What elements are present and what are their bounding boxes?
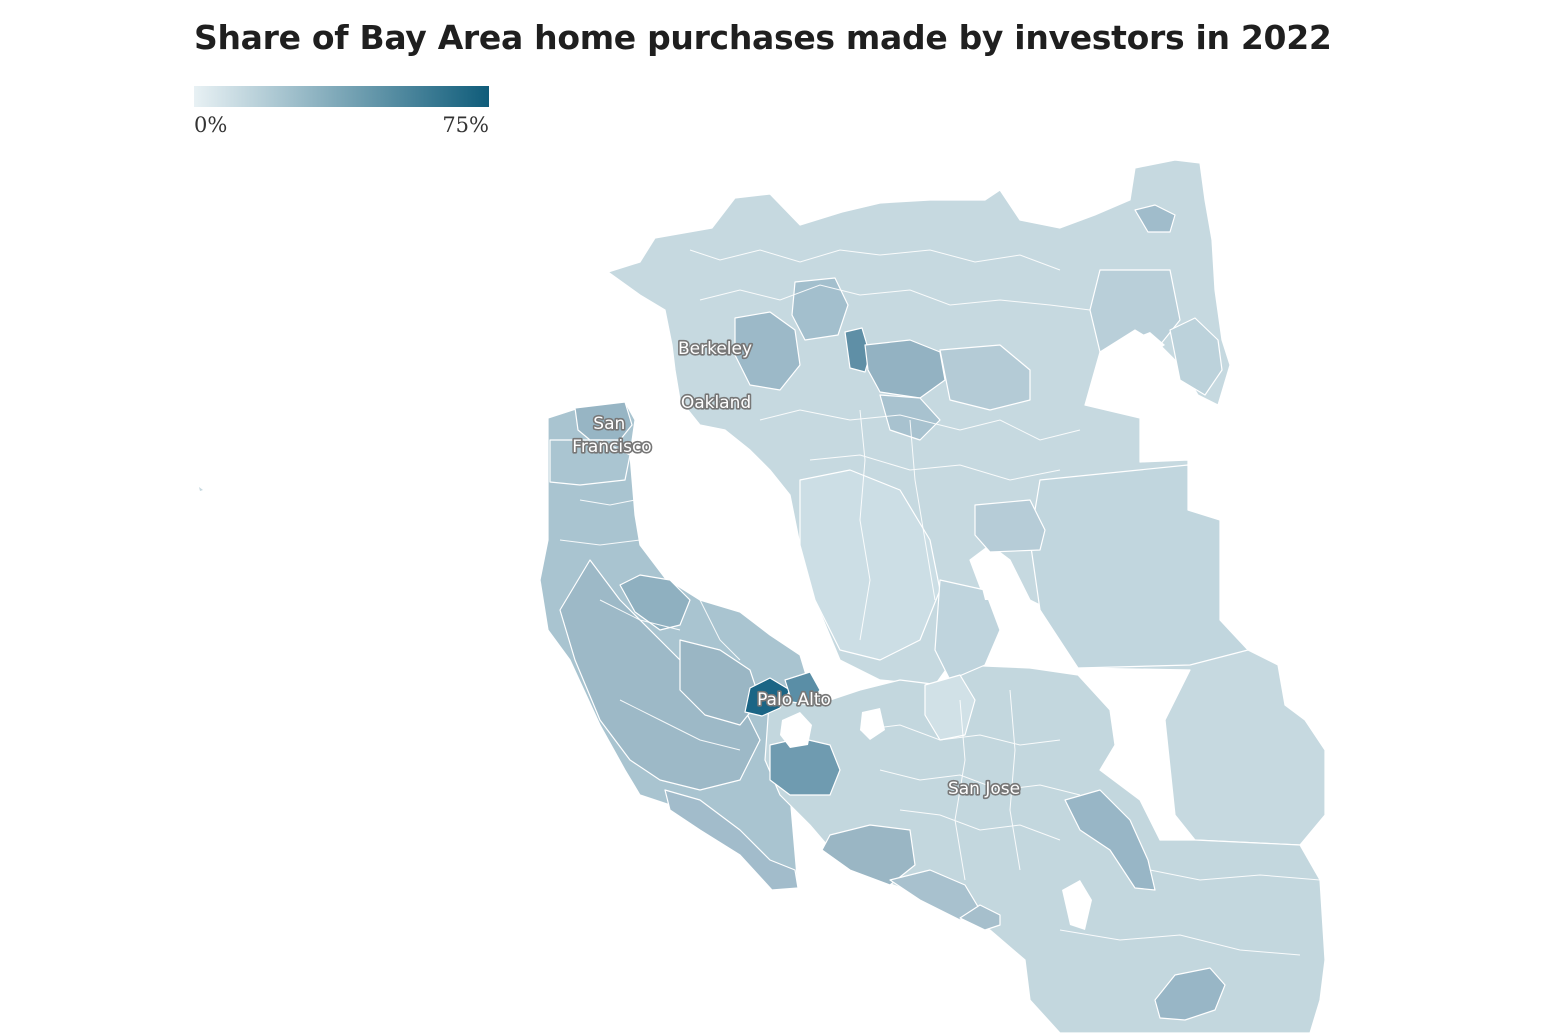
san-pablo-bay-edge	[1135, 332, 1165, 355]
city-label-san-francisco-line-1: San	[593, 414, 625, 434]
legend-max-label: 75%	[442, 113, 489, 137]
boundary-line	[859, 409, 871, 641]
city-label-san-francisco: San Francisco	[572, 414, 651, 457]
region-gilroy	[1154, 967, 1226, 1021]
legend-min-label: 0%	[194, 113, 228, 137]
boundary-line	[954, 699, 966, 881]
boundary-line	[909, 419, 936, 601]
internal-boundary-lines	[559, 249, 1321, 956]
calaveras-reservoir	[1062, 880, 1092, 930]
boundary-line	[599, 599, 681, 631]
legend-labels: 0% 75%	[194, 107, 489, 137]
boundary-line	[899, 809, 1061, 841]
legend-gradient-bar	[194, 86, 489, 107]
boundary-line	[1009, 689, 1021, 871]
bay-inlet-alviso	[860, 708, 885, 740]
water-cutouts	[780, 332, 1165, 930]
city-label-oakland: Oakland	[681, 393, 751, 413]
boundary-line	[859, 724, 1061, 746]
region-livermore-east	[1029, 464, 1249, 669]
boundary-line	[1059, 929, 1301, 956]
stray-island-mark	[199, 487, 203, 491]
boundary-line	[579, 499, 636, 506]
boundary-line	[759, 409, 1081, 441]
region-sf-south	[549, 439, 631, 486]
region-milpitas-light	[924, 674, 976, 741]
region-hayward-light	[799, 469, 941, 661]
region-palo-alto	[744, 677, 791, 717]
city-label-palo-alto-line-1: Palo Alto	[757, 690, 831, 710]
boundary-line	[699, 284, 1091, 311]
city-label-berkeley: Berkeley	[678, 339, 752, 359]
boundary-line	[689, 249, 1061, 271]
region-walnut-creek	[864, 339, 946, 399]
color-legend: 0% 75%	[194, 86, 489, 137]
boundary-line	[809, 454, 1061, 481]
lake-crystal-springs	[780, 712, 812, 748]
region-menlo-park	[784, 671, 821, 706]
boundary-line	[879, 769, 1081, 796]
region-concord	[939, 344, 1031, 411]
region-san-mateo	[619, 574, 691, 631]
city-label-oakland-line-1: Oakland	[681, 393, 751, 413]
region-east-county	[1169, 317, 1223, 396]
boundary-line	[559, 539, 641, 546]
city-labels: Berkeley Oakland San Francisco Palo Alto…	[571, 337, 1022, 800]
region-los-altos	[769, 737, 841, 796]
boundary-line	[619, 699, 741, 751]
region-sf-north	[574, 401, 633, 441]
region-half-moon-bay	[559, 559, 761, 791]
region-santa-cruz-mtns	[959, 904, 1001, 931]
region-evergreen	[1064, 789, 1156, 891]
region-orinda	[791, 277, 849, 341]
city-label-san-jose: San Jose	[948, 779, 1020, 799]
region-berkeley-hills	[734, 311, 801, 391]
region-brentwood	[1134, 204, 1176, 233]
boundary-line	[1149, 869, 1321, 881]
chart-title: Share of Bay Area home purchases made by…	[194, 18, 1332, 57]
city-label-berkeley-line-1: Berkeley	[678, 339, 752, 359]
region-los-gatos	[821, 824, 916, 886]
city-label-san-jose-line-1: San Jose	[948, 779, 1020, 799]
city-label-san-francisco-line-2: Francisco	[572, 437, 651, 457]
dublin-gap	[975, 555, 1010, 600]
boundary-line	[699, 599, 741, 661]
region-south-coast	[664, 789, 799, 891]
city-label-palo-alto: Palo Alto	[757, 690, 831, 710]
region-dublin	[974, 499, 1046, 553]
municipal-boundaries	[549, 204, 1249, 1021]
